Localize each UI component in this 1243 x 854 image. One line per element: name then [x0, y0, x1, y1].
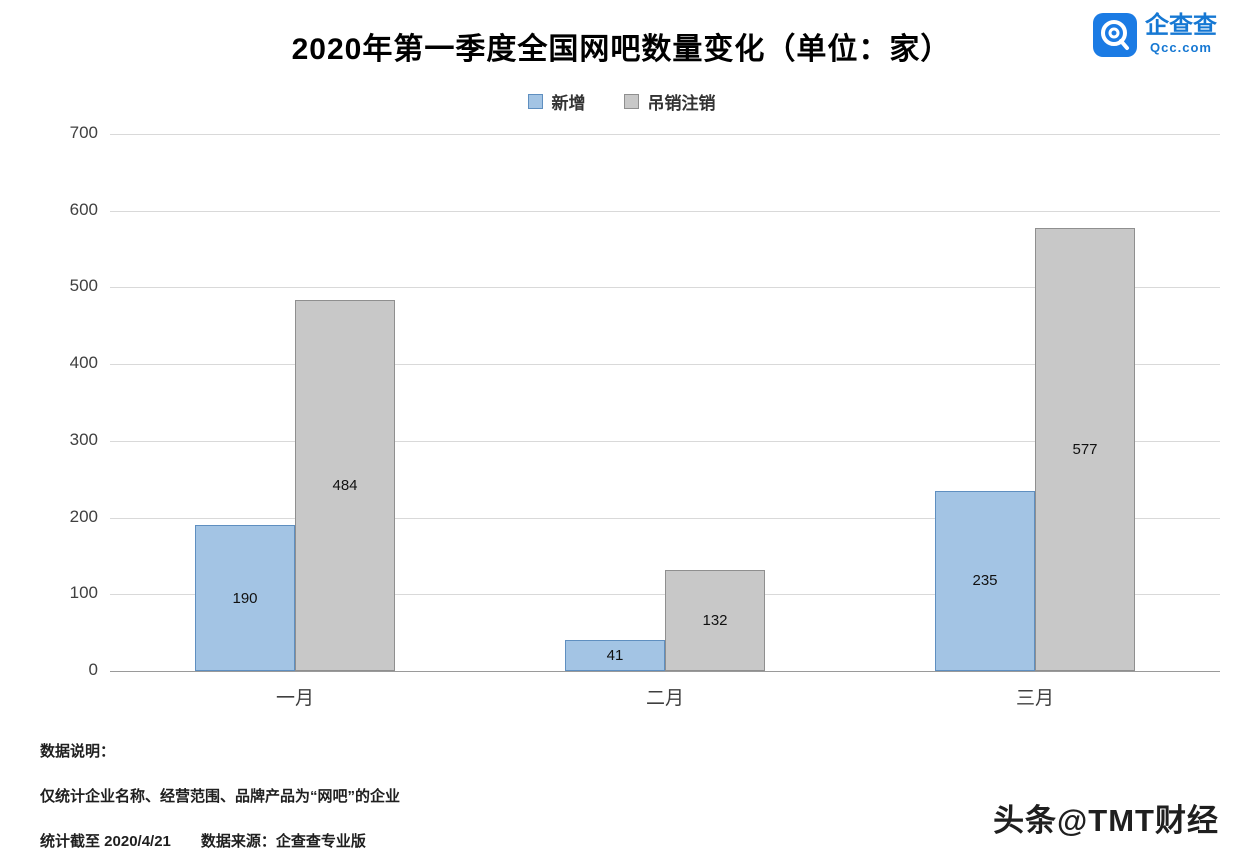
legend-swatch-icon: [527, 93, 543, 109]
legend-swatch-icon: [623, 93, 639, 109]
x-tick-label-三月: 三月: [1015, 688, 1054, 709]
gridline-0: [110, 671, 1220, 672]
bar-value-label: 235: [972, 572, 998, 590]
qcc-logo-domain: Qcc.com: [1150, 39, 1212, 55]
bar-chart: 0 100 200 300 400 500 600 700 190 484 41 132 235 577: [40, 123, 1220, 679]
y-tick-label-0: 0: [88, 660, 98, 679]
legend-item-0: 新增: [527, 90, 586, 113]
y-tick-label-100: 100: [69, 583, 98, 603]
y-tick-label-300: 300: [69, 429, 98, 449]
qcc-logo-name: 企查查: [1145, 12, 1217, 39]
gridline-500: [110, 287, 1220, 289]
x-tick-label-二月: 二月: [645, 688, 684, 709]
chart-header: 2020年第一季度全国网吧数量变化（单位：家） 企查查 Qcc.com: [0, 0, 1243, 70]
plot-area: 190 484 41 132 235 577: [110, 134, 1220, 671]
gridline-200: [110, 517, 1220, 519]
bar-group-三月: 235 577: [935, 134, 1135, 671]
bar-value-label: 190: [232, 589, 258, 607]
bar-吊销注销-一月: 484: [295, 299, 395, 671]
bar-新增-三月: 235: [935, 490, 1035, 671]
y-tick-label-600: 600: [69, 199, 98, 219]
notes-line1: 仅统计企业名称、经营范围、品牌产品为“网吧”的企业: [40, 788, 401, 805]
x-axis: 一月 二月 三月: [110, 683, 1220, 710]
bar-吊销注销-二月: 132: [665, 569, 765, 671]
bar-value-label: 577: [1072, 441, 1098, 459]
bar-value-label: 41: [606, 646, 624, 664]
legend-label: 吊销注销: [647, 93, 716, 113]
y-tick-label-200: 200: [69, 506, 98, 526]
qcc-logo-text: 企查查 Qcc.com: [1145, 12, 1217, 55]
y-tick-label-700: 700: [69, 123, 98, 142]
bar-value-label: 484: [332, 476, 358, 494]
bar-group-一月: 190 484: [195, 134, 395, 671]
chart-legend: 新增 吊销注销: [0, 90, 1243, 113]
chart-title: 2020年第一季度全国网吧数量变化（单位：家）: [291, 33, 952, 66]
legend-item-1: 吊销注销: [623, 90, 716, 113]
y-tick-label-500: 500: [69, 276, 98, 296]
bar-新增-一月: 190: [195, 525, 295, 671]
legend-label: 新增: [551, 93, 586, 113]
gridline-400: [110, 364, 1220, 366]
gridline-300: [110, 440, 1220, 442]
bar-吊销注销-三月: 577: [1035, 228, 1135, 671]
gridline-700: [110, 134, 1220, 135]
notes-line2: 统计截至 2020/4/21 数据来源：企查查专业版: [40, 833, 366, 850]
footnotes: 数据说明： 仅统计企业名称、经营范围、品牌产品为“网吧”的企业 统计截至 202…: [40, 740, 1243, 851]
notes-label: 数据说明：: [40, 743, 116, 760]
x-tick-label-一月: 一月: [275, 688, 314, 709]
qcc-logo: 企查查 Qcc.com: [1092, 12, 1217, 58]
bar-新增-二月: 41: [565, 639, 665, 671]
watermark: 头条@TMT财经: [993, 803, 1219, 838]
y-tick-label-400: 400: [69, 353, 98, 373]
bar-value-label: 132: [702, 611, 728, 629]
bar-group-二月: 41 132: [565, 134, 765, 671]
gridline-600: [110, 210, 1220, 212]
qcc-logo-icon: [1093, 13, 1137, 57]
